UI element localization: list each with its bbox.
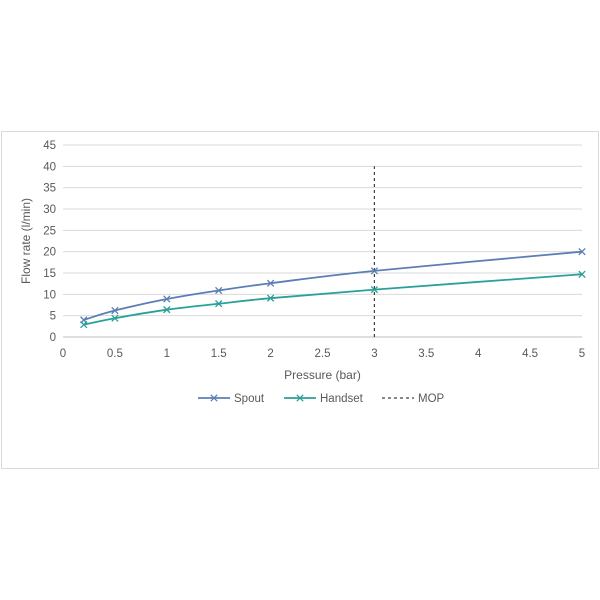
series-handset <box>80 270 586 329</box>
legend-item-handset: Handset <box>284 393 364 405</box>
series-line-spout <box>83 250 583 321</box>
y-axis-title: Flow rate (l/min) <box>19 198 33 284</box>
x-tick-label: 3.5 <box>418 348 434 360</box>
y-tick-label: 25 <box>43 225 56 237</box>
x-tick-label: 1 <box>164 348 170 360</box>
gridlines <box>63 144 582 317</box>
y-tick-label: 30 <box>43 204 56 216</box>
y-tick-label: 20 <box>43 247 56 259</box>
legend-item-spout: Spout <box>198 393 265 405</box>
data-point-handset <box>80 320 88 329</box>
series-line-handset <box>83 273 583 326</box>
data-point-spout <box>266 279 275 287</box>
x-tick-label: 2.5 <box>315 348 331 360</box>
data-point-spout-stroke <box>578 248 586 256</box>
data-point-spout <box>215 286 223 295</box>
y-tick-label: 5 <box>50 311 56 323</box>
data-point-handset-stroke <box>111 314 119 322</box>
data-point-handset <box>266 294 275 302</box>
y-tick-label: 10 <box>43 289 56 301</box>
x-tick-label: 0 <box>60 348 66 360</box>
data-point-handset-stroke <box>266 294 275 302</box>
data-point-spout <box>111 306 119 315</box>
data-point-handset <box>111 314 119 322</box>
data-point-handset <box>578 270 586 278</box>
data-point-handset-stroke <box>578 270 586 278</box>
data-point-handset-stroke <box>163 306 171 314</box>
legend-label-spout: Spout <box>234 393 265 405</box>
data-point-handset <box>370 285 379 294</box>
legend: Spout Handset MOP <box>198 393 445 405</box>
data-point-spout-stroke <box>215 286 223 295</box>
x-tick-label: 2 <box>267 348 273 360</box>
tick-labels: 0 5 10 15 20 25 30 35 40 45 0 0.5 1 1.5 2 2.5 3 3.5 4 4.5 5 <box>43 140 585 360</box>
x-axis-title: Pressure (bar) <box>284 368 361 382</box>
series <box>80 248 586 329</box>
data-point-spout-stroke <box>266 279 275 287</box>
legend-item-mop: MOP <box>382 393 445 405</box>
data-point-handset-stroke <box>215 300 223 308</box>
data-point-handset-stroke <box>80 320 88 329</box>
x-tick-label: 1.5 <box>211 348 227 360</box>
legend-marker-handset <box>296 394 304 402</box>
data-point-spout <box>578 248 586 256</box>
x-tick-label: 3 <box>371 348 377 360</box>
data-point-spout <box>370 267 379 275</box>
y-tick-label: 15 <box>43 268 56 280</box>
y-tick-label: 45 <box>43 140 56 152</box>
data-point-spout <box>163 295 171 303</box>
y-tick-label: 35 <box>43 183 56 195</box>
x-tick-label: 4.5 <box>522 348 538 360</box>
y-tick-label: 0 <box>50 332 56 344</box>
legend-marker-handset-stroke <box>296 394 304 402</box>
legend-label-mop: MOP <box>418 393 445 405</box>
y-tick-label: 40 <box>43 161 56 173</box>
series-spout <box>80 248 586 324</box>
legend-label-handset: Handset <box>320 393 364 405</box>
data-point-handset <box>215 300 223 308</box>
x-tick-label: 5 <box>579 348 585 360</box>
legend-marker-spout-stroke <box>210 394 218 402</box>
data-point-spout-stroke <box>111 306 119 315</box>
data-point-spout-stroke <box>163 295 171 303</box>
data-point-handset-stroke <box>370 285 379 294</box>
legend-marker-spout <box>210 394 218 402</box>
data-point-spout-stroke <box>370 267 379 275</box>
x-tick-label: 4 <box>475 348 482 360</box>
data-point-handset <box>163 306 171 314</box>
x-tick-label: 0.5 <box>107 348 123 360</box>
